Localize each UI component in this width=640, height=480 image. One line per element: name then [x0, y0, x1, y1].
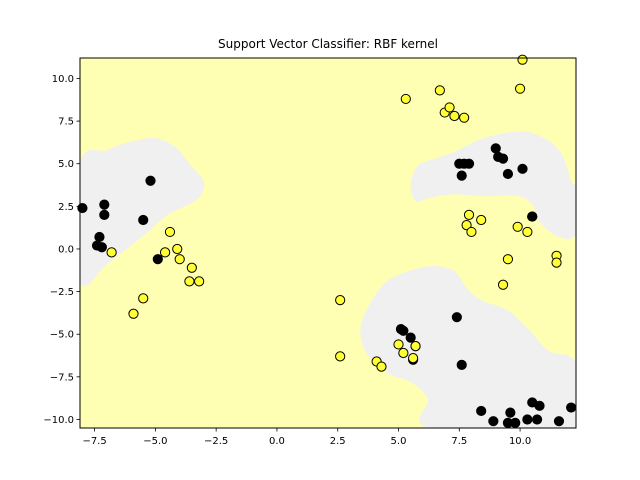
scatter-point-class-0	[505, 407, 516, 418]
scatter-point-class-0	[553, 416, 565, 427]
scatter-point-class-1	[128, 308, 139, 319]
scatter-point-class-0	[456, 170, 467, 181]
scatter-point-class-1	[194, 276, 205, 287]
scatter-point-class-1	[400, 93, 411, 105]
scatter-point-class-1	[106, 247, 117, 258]
y-tick-label: 2.5	[58, 202, 74, 213]
scatter-point-class-1	[335, 351, 346, 362]
scatter-point-class-0	[405, 332, 416, 343]
x-tick-label: −5.0	[143, 436, 167, 447]
scatter-point-class-0	[476, 405, 487, 417]
scatter-point-class-0	[522, 414, 533, 425]
scatter-point-class-0	[502, 168, 514, 180]
scatter-point-class-1	[410, 341, 421, 352]
scatter-point-class-0	[96, 242, 107, 253]
x-axis: −7.5 −5.0 −2.5 0.0 2.5 5.0 7.5 10.0	[82, 428, 531, 447]
scatter-point-class-0	[527, 211, 538, 222]
y-tick-label: 7.5	[58, 117, 74, 128]
scatter-point-class-1	[444, 102, 455, 113]
scatter-point-class-0	[77, 202, 88, 214]
scatter-point-class-1	[514, 83, 526, 94]
y-tick-label: −2.5	[50, 287, 74, 298]
decision-regions	[80, 58, 576, 428]
y-axis: −10.0 −7.5 −5.0 −2.5 0.0 2.5 5.0 7.5 10.0	[43, 74, 80, 426]
y-tick-label: −5.0	[50, 330, 74, 341]
scatter-point-class-0	[517, 163, 528, 174]
scatter-point-class-1	[517, 54, 528, 65]
scatter-point-class-0	[488, 416, 499, 427]
scatter-point-class-0	[94, 231, 105, 243]
scatter-point-class-1	[184, 276, 195, 287]
scatter-point-class-1	[522, 226, 533, 238]
scatter-point-class-0	[532, 414, 543, 425]
scatter-point-class-1	[376, 361, 387, 372]
scatter-point-class-1	[174, 254, 185, 265]
scatter-point-class-0	[451, 312, 462, 323]
x-tick-label: 5.0	[391, 436, 407, 447]
scatter-point-class-0	[502, 417, 514, 428]
scatter-point-class-0	[99, 209, 110, 220]
scatter-point-class-1	[408, 352, 419, 364]
plot-frame	[79, 57, 577, 429]
scatter-point-class-0	[152, 254, 163, 265]
class-region-2	[410, 131, 576, 240]
scatter-point-class-0	[534, 400, 545, 411]
y-tick-label: −7.5	[50, 372, 74, 383]
scatter-point-class-1	[463, 209, 475, 220]
scatter-point-class-0	[490, 143, 501, 154]
scatter-point-class-0	[566, 402, 577, 413]
scatter-point-class-1	[398, 347, 409, 359]
y-tick-label: 10.0	[52, 74, 74, 85]
scatter-points	[77, 54, 577, 428]
scatter-point-class-1	[502, 254, 514, 265]
scatter-point-class-0	[138, 214, 149, 226]
y-tick-label: −10.0	[43, 415, 74, 426]
scatter-point-class-1	[497, 279, 509, 290]
scatter-point-class-0	[145, 175, 156, 186]
scatter-point-class-0	[463, 158, 475, 169]
x-tick-label: 7.5	[451, 436, 467, 447]
chart-title: Support Vector Classifier: RBF kernel	[218, 37, 438, 51]
scatter-point-class-1	[461, 220, 472, 231]
scatter-point-class-1	[476, 214, 487, 226]
class-region-1	[360, 266, 576, 428]
scatter-point-class-1	[434, 85, 445, 96]
scatter-point-class-1	[172, 243, 183, 255]
y-tick-label: 0.0	[58, 244, 74, 255]
x-tick-label: 2.5	[330, 436, 346, 447]
scatter-point-class-1	[164, 226, 176, 238]
scatter-point-class-1	[160, 247, 171, 258]
y-tick-label: 5.0	[58, 159, 74, 170]
scatter-point-class-1	[551, 257, 562, 268]
scatter-point-class-0	[497, 153, 509, 164]
scatter-point-class-1	[466, 226, 477, 238]
x-tick-label: −2.5	[204, 436, 228, 447]
scatter-point-class-1	[449, 110, 460, 122]
scatter-point-class-0	[456, 359, 467, 371]
x-tick-label: 0.0	[269, 436, 285, 447]
scatter-point-class-1	[335, 295, 346, 306]
x-tick-label: 10.0	[509, 436, 531, 447]
scatter-point-class-1	[393, 339, 404, 350]
scatter-point-class-0	[398, 325, 409, 336]
scatter-point-class-0	[99, 199, 110, 210]
scatter-point-class-1	[138, 293, 149, 304]
x-tick-label: −7.5	[82, 436, 106, 447]
scatter-point-class-1	[512, 221, 523, 232]
scatter-point-class-1	[459, 112, 470, 123]
scatter-point-class-1	[186, 262, 197, 273]
